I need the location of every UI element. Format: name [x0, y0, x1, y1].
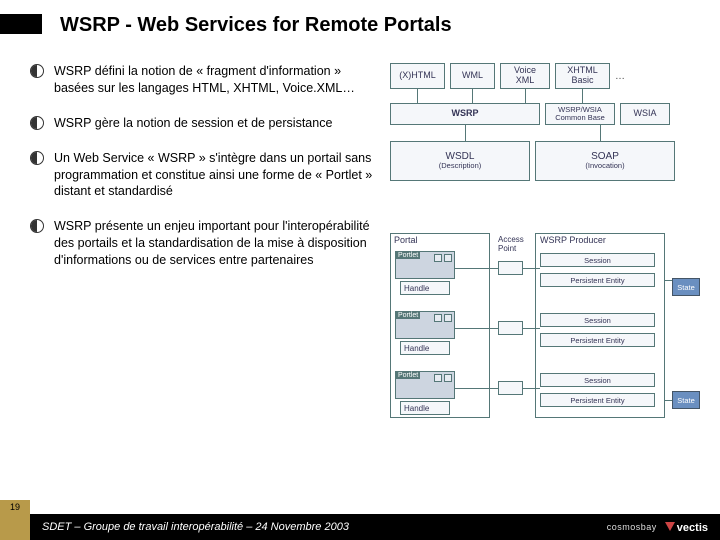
bullet-text: Un Web Service « WSRP » s'intègre dans u… — [54, 150, 380, 201]
bullet-text: WSRP défini la notion de « fragment d'in… — [54, 63, 380, 97]
slide-header: WSRP - Web Services for Remote Portals — [0, 0, 720, 45]
producer-label: WSRP Producer — [540, 235, 606, 245]
ellipsis: … — [615, 71, 625, 82]
cosmosbay-logo: cosmosbay — [607, 522, 657, 532]
soap-sub: (Invocation) — [585, 162, 624, 170]
session-box: Session — [540, 373, 655, 387]
tiny-icon — [434, 254, 442, 262]
connector — [665, 400, 672, 401]
connector — [582, 89, 583, 103]
vectis-icon — [665, 522, 675, 531]
connector — [523, 328, 540, 329]
vectis-logo: vectis — [665, 518, 708, 536]
diagram-stack: (X)HTML WML Voice XML XHTML Basic … WSRP… — [390, 63, 700, 213]
connector — [600, 125, 601, 141]
footer-logos: cosmosbay vectis — [607, 518, 708, 536]
page-number: 19 — [0, 500, 30, 514]
box-common: WSRP/WSIA Common Base — [545, 103, 615, 125]
connector — [523, 388, 540, 389]
state-box: State — [672, 391, 700, 409]
portlet-box: Portlet — [395, 371, 455, 399]
portal-label: Portal — [394, 235, 418, 245]
footer-text: SDET – Groupe de travail interopérabilit… — [42, 521, 349, 533]
wsdl-sub: (Description) — [439, 162, 482, 170]
box-xhtml-basic: XHTML Basic — [555, 63, 610, 89]
box-wsdl: WSDL (Description) — [390, 141, 530, 181]
box-soap: SOAP (Invocation) — [535, 141, 675, 181]
bullet-text: WSRP gère la notion de session et de per… — [54, 115, 332, 132]
footer-bar: SDET – Groupe de travail interopérabilit… — [30, 514, 720, 540]
footer-accent — [0, 514, 30, 540]
connector — [665, 280, 672, 281]
connector — [472, 89, 473, 103]
box-wsia: WSIA — [620, 103, 670, 125]
content-area: WSRP défini la notion de « fragment d'in… — [0, 45, 720, 490]
access-box — [498, 381, 523, 395]
portlet-box: Portlet — [395, 311, 455, 339]
session-box: Session — [540, 313, 655, 327]
bullet-icon — [30, 64, 44, 78]
access-box — [498, 321, 523, 335]
bullet-item: WSRP défini la notion de « fragment d'in… — [30, 63, 380, 97]
persistent-box: Persistent Entity — [540, 333, 655, 347]
bullet-text: WSRP présente un enjeu important pour l'… — [54, 218, 380, 269]
bullet-item: WSRP présente un enjeu important pour l'… — [30, 218, 380, 269]
access-box — [498, 261, 523, 275]
connector — [455, 328, 498, 329]
connector — [525, 89, 526, 103]
connector — [523, 268, 540, 269]
connector — [465, 125, 466, 141]
portlet-title: Portlet — [396, 372, 420, 379]
connector — [417, 89, 418, 103]
diagram-architecture: Portal Access Point WSRP Producer Portle… — [390, 233, 700, 423]
persistent-box: Persistent Entity — [540, 393, 655, 407]
handle-box: Handle — [400, 341, 450, 355]
session-box: Session — [540, 253, 655, 267]
slide-title: WSRP - Web Services for Remote Portals — [60, 14, 452, 37]
box-voicexml: Voice XML — [500, 63, 550, 89]
header-accent — [0, 14, 42, 34]
bullet-icon — [30, 151, 44, 165]
connector — [455, 268, 498, 269]
bullet-item: WSRP gère la notion de session et de per… — [30, 115, 380, 132]
connector — [455, 388, 498, 389]
bullet-item: Un Web Service « WSRP » s'intègre dans u… — [30, 150, 380, 201]
handle-box: Handle — [400, 281, 450, 295]
tiny-icon — [434, 374, 442, 382]
access-label: Access Point — [498, 235, 524, 253]
state-box: State — [672, 278, 700, 296]
tiny-icon — [444, 314, 452, 322]
portlet-box: Portlet — [395, 251, 455, 279]
handle-box: Handle — [400, 401, 450, 415]
portlet-title: Portlet — [396, 252, 420, 259]
slide-footer: 19 SDET – Groupe de travail interopérabi… — [0, 500, 720, 540]
bullet-icon — [30, 116, 44, 130]
bullet-list: WSRP défini la notion de « fragment d'in… — [30, 63, 390, 490]
tiny-icon — [444, 254, 452, 262]
box-xhtml: (X)HTML — [390, 63, 445, 89]
bullet-icon — [30, 219, 44, 233]
tiny-icon — [434, 314, 442, 322]
tiny-icon — [444, 374, 452, 382]
portlet-title: Portlet — [396, 312, 420, 319]
persistent-box: Persistent Entity — [540, 273, 655, 287]
box-wml: WML — [450, 63, 495, 89]
box-wsrp: WSRP — [390, 103, 540, 125]
diagrams: (X)HTML WML Voice XML XHTML Basic … WSRP… — [390, 63, 700, 490]
